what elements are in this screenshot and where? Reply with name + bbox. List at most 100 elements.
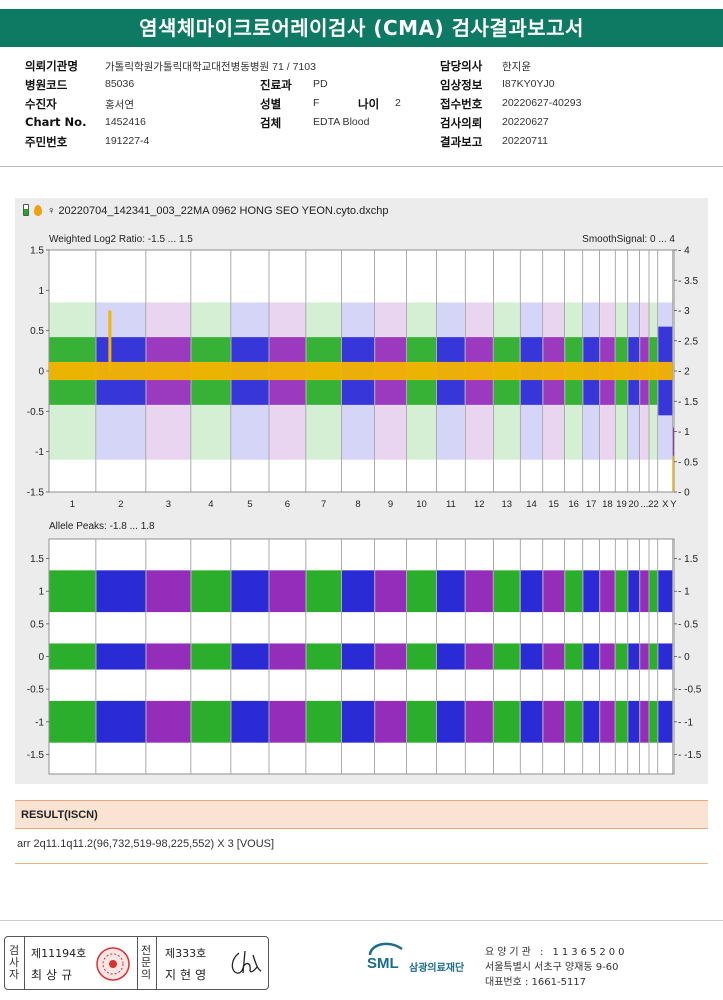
- institution-value: 가톨릭학원가톨릭대학교대전병동병원 71 / 7103: [105, 61, 316, 73]
- log2-scatter-lower-chr22: [649, 404, 658, 460]
- cma-plot: Weighted Log2 Ratio: -1.5 ... 1.5 Smooth…: [27, 234, 702, 775]
- log2-axis-tick-label: 1.5: [30, 246, 44, 257]
- smooth-axis-tick-label: - 0: [678, 488, 690, 499]
- allele-band-chrX-0: [658, 570, 673, 613]
- female-icon: ♀: [47, 205, 56, 217]
- chart-no-label: Chart No.: [25, 115, 87, 129]
- allele-band-chr...-0: [640, 570, 649, 613]
- log2-scatter-upper-chr17: [583, 302, 600, 338]
- allele-band-chr19-2: [615, 700, 628, 743]
- allele-band-chr16-2: [565, 700, 583, 743]
- allele-band-chr4-1: [191, 643, 231, 670]
- chromosome-label: 8: [355, 499, 360, 510]
- signature-divider: [156, 937, 157, 989]
- log2-scatter-upper-chr16: [565, 302, 583, 338]
- log2-axis-tick-label: -0.5: [27, 407, 45, 418]
- allele-axis-left-tick-label: -1.5: [27, 750, 45, 761]
- allele-band-chr3-0: [146, 570, 191, 613]
- hospital-code-label: 병원코드: [25, 78, 68, 92]
- allele-band-chr14-2: [520, 700, 543, 743]
- allele-axis-left-tick-label: -1: [35, 717, 44, 728]
- log2-scatter-upper-chr...: [640, 302, 649, 338]
- log2-scatter-upper-chr4: [191, 302, 231, 338]
- log2-scatter-lower-chr12: [465, 404, 493, 460]
- allele-axis-left-tick-label: 0.5: [30, 619, 44, 630]
- allele-band-chr19-1: [615, 643, 628, 670]
- clinical-value: I87KY0YJ0: [502, 78, 555, 90]
- log2-scatter-upper-chr10: [407, 302, 436, 338]
- smooth-axis-tick-label: - 0.5: [678, 457, 698, 468]
- allele-band-chr7-2: [306, 700, 341, 743]
- allele-band-chr16-0: [565, 570, 583, 613]
- allele-band-chr12-0: [465, 570, 493, 613]
- org-name: 삼광의료재단: [409, 963, 465, 974]
- log2-axis-tick-label: -1: [35, 447, 44, 458]
- allele-band-chr15-2: [543, 700, 565, 743]
- allele-band-chr9-1: [375, 643, 406, 670]
- chromosome-label: 10: [416, 499, 427, 510]
- specialist-name: 지현영: [165, 968, 211, 982]
- allele-band-chr...-1: [640, 643, 649, 670]
- chromosome-label: 14: [526, 499, 537, 510]
- log2-scatter-upper-chr5: [231, 302, 269, 338]
- signature-divider: [137, 937, 138, 989]
- info-divider: [0, 166, 723, 167]
- log2-scatter-lower-chr16: [565, 404, 583, 460]
- allele-band-chr2-1: [96, 643, 146, 670]
- allele-band-chr20-1: [628, 643, 640, 670]
- smooth-signal-2q-gain: [108, 310, 112, 371]
- chromosome-label: X: [662, 499, 669, 510]
- specialist-license: 제333호: [165, 947, 207, 960]
- log2-scatter-lower-chr5: [231, 404, 269, 460]
- allele-axis-right-tick-label: - -0.5: [678, 685, 702, 696]
- allele-band-chr4-0: [191, 570, 231, 613]
- inspector-name: 최상규: [31, 968, 77, 982]
- allele-peaks-title: Allele Peaks: -1.8 ... 1.8: [49, 521, 155, 532]
- hospital-code-value: 85036: [105, 78, 135, 90]
- log2-scatter-upper-chr2: [96, 302, 146, 338]
- log2-scatter-lower-chr11: [437, 404, 465, 460]
- chromosome-label: 6: [285, 499, 290, 510]
- allele-band-chrX-1: [658, 643, 673, 670]
- allele-band-chr15-0: [543, 570, 565, 613]
- log2-axis-tick-label: 1: [38, 286, 44, 297]
- smooth-axis-tick-label: - 4: [678, 246, 690, 257]
- allele-axis-right-tick-label: - 0: [678, 652, 690, 663]
- org-address: 서울특별시 서초구 양재동 9-60: [485, 962, 619, 973]
- log2-axis-tick-label: 0: [38, 367, 44, 378]
- specimen-label: 검체: [260, 116, 282, 130]
- result-iscn-text: arr 2q11.1q11.2(96,732,519-98,225,552) X…: [17, 838, 275, 850]
- allele-band-chr12-2: [465, 700, 493, 743]
- log2-scatter-upper-chr6: [269, 302, 306, 338]
- allele-band-chr10-2: [407, 700, 436, 743]
- allele-band-chr8-1: [342, 643, 375, 670]
- department-label: 진료과: [260, 78, 292, 92]
- chromosome-label: 22: [648, 499, 659, 510]
- chromosome-label: 11: [446, 499, 456, 510]
- department-value: PD: [313, 78, 328, 90]
- log2-scatter-upper-chr19: [615, 302, 628, 338]
- log2-axis-tick-label: -1.5: [27, 488, 45, 499]
- result-divider: [15, 863, 708, 864]
- handwritten-signature: [231, 950, 262, 974]
- allele-band-chr13-2: [493, 700, 520, 743]
- battery-icon: [23, 204, 29, 216]
- log2-scatter-upper-chr13: [493, 302, 520, 338]
- log2-scatter-lower-chr3: [146, 404, 191, 460]
- log2-scatter-lower-chr17: [583, 404, 600, 460]
- allele-band-chr17-0: [583, 570, 600, 613]
- allele-band-chr6-1: [269, 643, 306, 670]
- org-phone: 대표번호 : 1661-5117: [485, 977, 587, 988]
- allele-band-chr11-2: [437, 700, 465, 743]
- log2-scatter-upper-chr20: [628, 302, 640, 338]
- log2-scatter-upper-chr11: [437, 302, 465, 338]
- allele-band-chr22-0: [649, 570, 658, 613]
- log2-scatter-upper-chr7: [306, 302, 341, 338]
- institution-label: 의뢰기관명: [25, 59, 78, 73]
- log2-scatter-lower-chr14: [520, 404, 543, 460]
- log2-scatter-upper-chr12: [465, 302, 493, 338]
- smooth-axis-tick-label: - 3.5: [678, 276, 698, 287]
- allele-band-chr5-0: [231, 570, 269, 613]
- receipt-value: 20220627-40293: [502, 97, 582, 109]
